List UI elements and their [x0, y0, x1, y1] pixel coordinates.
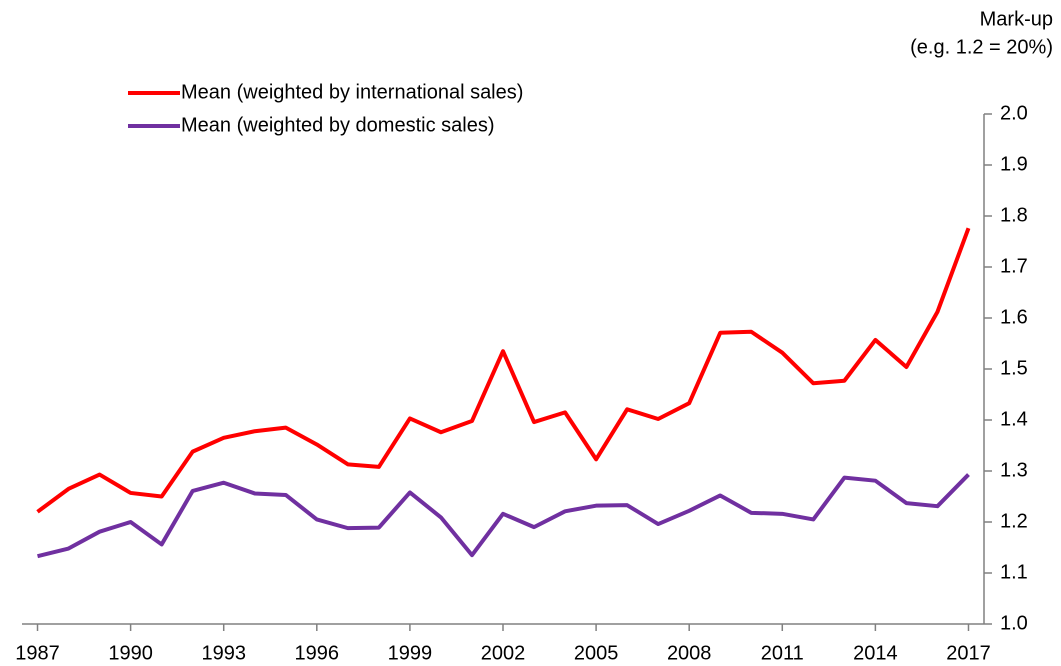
y-tick-label: 1.3	[1000, 459, 1028, 481]
x-tick-label: 2002	[481, 642, 526, 664]
x-tick-label: 1996	[295, 642, 340, 664]
y-tick-label: 2.0	[1000, 102, 1028, 124]
y-tick-label: 1.0	[1000, 612, 1028, 634]
y-tick-label: 1.5	[1000, 357, 1028, 379]
line	[37, 473, 970, 559]
axis-title: (e.g. 1.2 = 20%)	[910, 36, 1053, 58]
x-tick-label: 2008	[667, 642, 712, 664]
y-tick-label: 1.7	[1000, 255, 1028, 277]
x-tick-label: 2014	[853, 642, 898, 664]
x-tick-label: 1999	[388, 642, 433, 664]
axis-title: Mark-up	[980, 8, 1053, 30]
x-tick-label: 2011	[761, 642, 804, 664]
y-tick-label: 1.9	[1000, 153, 1028, 175]
x-tick-label: 1987	[15, 642, 60, 664]
x-tick-label: 1990	[108, 642, 153, 664]
line	[36, 227, 971, 514]
x-tick-label: 2017	[946, 642, 991, 664]
y-tick-label: 1.8	[1000, 204, 1028, 226]
x-tick-label: 2005	[574, 642, 619, 664]
x-tick-label: 1993	[201, 642, 246, 664]
y-tick-label: 1.2	[1000, 510, 1028, 532]
legend-label: Mean (weighted by domestic sales)	[181, 114, 494, 136]
legend-label: Mean (weighted by international sales)	[181, 81, 523, 103]
y-tick-label: 1.4	[1000, 408, 1028, 430]
y-tick-label: 1.1	[1000, 561, 1028, 583]
y-tick-label: 1.6	[1000, 306, 1028, 328]
